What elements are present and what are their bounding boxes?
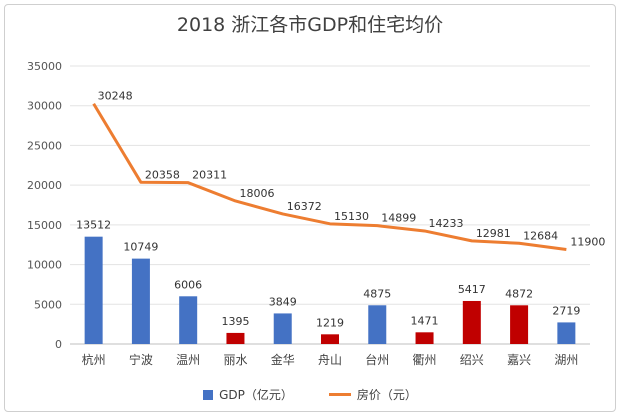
x-category-label: 绍兴 (460, 353, 484, 367)
gdp-bar (131, 258, 150, 344)
price-data-label: 12684 (523, 229, 558, 242)
x-category-label: 宁波 (129, 352, 153, 367)
price-data-label: 18006 (239, 187, 274, 200)
x-category-label: 舟山 (318, 353, 342, 367)
price-line (92, 102, 567, 251)
gdp-data-label: 10749 (123, 241, 158, 254)
legend-swatch-gdp (203, 389, 214, 400)
price-data-label: 20311 (192, 169, 227, 182)
y-tick-label: 25000 (27, 139, 62, 152)
y-tick-label: 5000 (34, 298, 62, 311)
gdp-data-label: 2719 (552, 304, 580, 317)
gdp-bar (462, 300, 481, 344)
y-tick-label: 30000 (27, 100, 62, 113)
gdp-data-label: 1471 (411, 314, 439, 327)
x-category-label: 嘉兴 (507, 353, 531, 367)
gdp-bar (273, 313, 292, 344)
price-data-label: 14899 (381, 212, 416, 225)
price-data-label: 12981 (476, 227, 511, 240)
gdp-bar (557, 322, 576, 344)
y-tick-label: 10000 (27, 259, 62, 272)
x-category-label: 丽水 (223, 353, 247, 367)
legend-label-gdp: GDP（亿元） (219, 388, 293, 402)
gdp-bar (415, 332, 434, 344)
y-tick-label: 0 (55, 338, 62, 351)
gdp-data-label: 4875 (363, 287, 391, 300)
chart-legend: GDP（亿元） 房价（元） (0, 386, 620, 403)
price-data-label: 20358 (145, 168, 180, 181)
legend-item-price: 房价（元） (328, 386, 417, 403)
price-data-label: 30248 (98, 90, 133, 103)
x-category-label: 金华 (271, 352, 295, 367)
gdp-data-label: 6006 (174, 278, 202, 291)
gdp-bar (368, 305, 387, 344)
gdp-data-label: 1395 (221, 315, 249, 328)
legend-label-price: 房价（元） (356, 388, 417, 402)
chart-title: 2018 浙江各市GDP和住宅均价 (176, 14, 444, 36)
y-tick-label: 35000 (27, 60, 62, 73)
x-category-label: 台州 (365, 352, 389, 367)
gdp-data-label: 5417 (458, 283, 486, 296)
y-tick-label: 15000 (27, 219, 62, 232)
gdp-bar (321, 334, 339, 344)
price-data-label: 16372 (287, 200, 322, 213)
x-category-label: 温州 (176, 353, 200, 367)
legend-swatch-price (328, 393, 351, 396)
gdp-bar (226, 332, 245, 344)
gdp-data-label: 4872 (505, 287, 533, 300)
gdp-bar (510, 305, 529, 344)
gdp-data-label: 3849 (269, 295, 297, 308)
gdp-data-label: 13512 (76, 219, 111, 232)
x-category-label: 湖州 (554, 352, 578, 367)
price-data-label: 15130 (334, 210, 369, 223)
y-tick-label: 20000 (27, 179, 62, 192)
price-data-label: 11900 (570, 235, 605, 248)
x-category-label: 衢州 (413, 353, 437, 367)
legend-item-gdp: GDP（亿元） (203, 386, 293, 403)
x-category-label: 杭州 (82, 352, 106, 367)
gdp-bar (84, 236, 103, 344)
price-data-label: 14233 (429, 217, 464, 230)
gdp-bar (179, 296, 198, 344)
gdp-data-label: 1219 (316, 316, 344, 329)
